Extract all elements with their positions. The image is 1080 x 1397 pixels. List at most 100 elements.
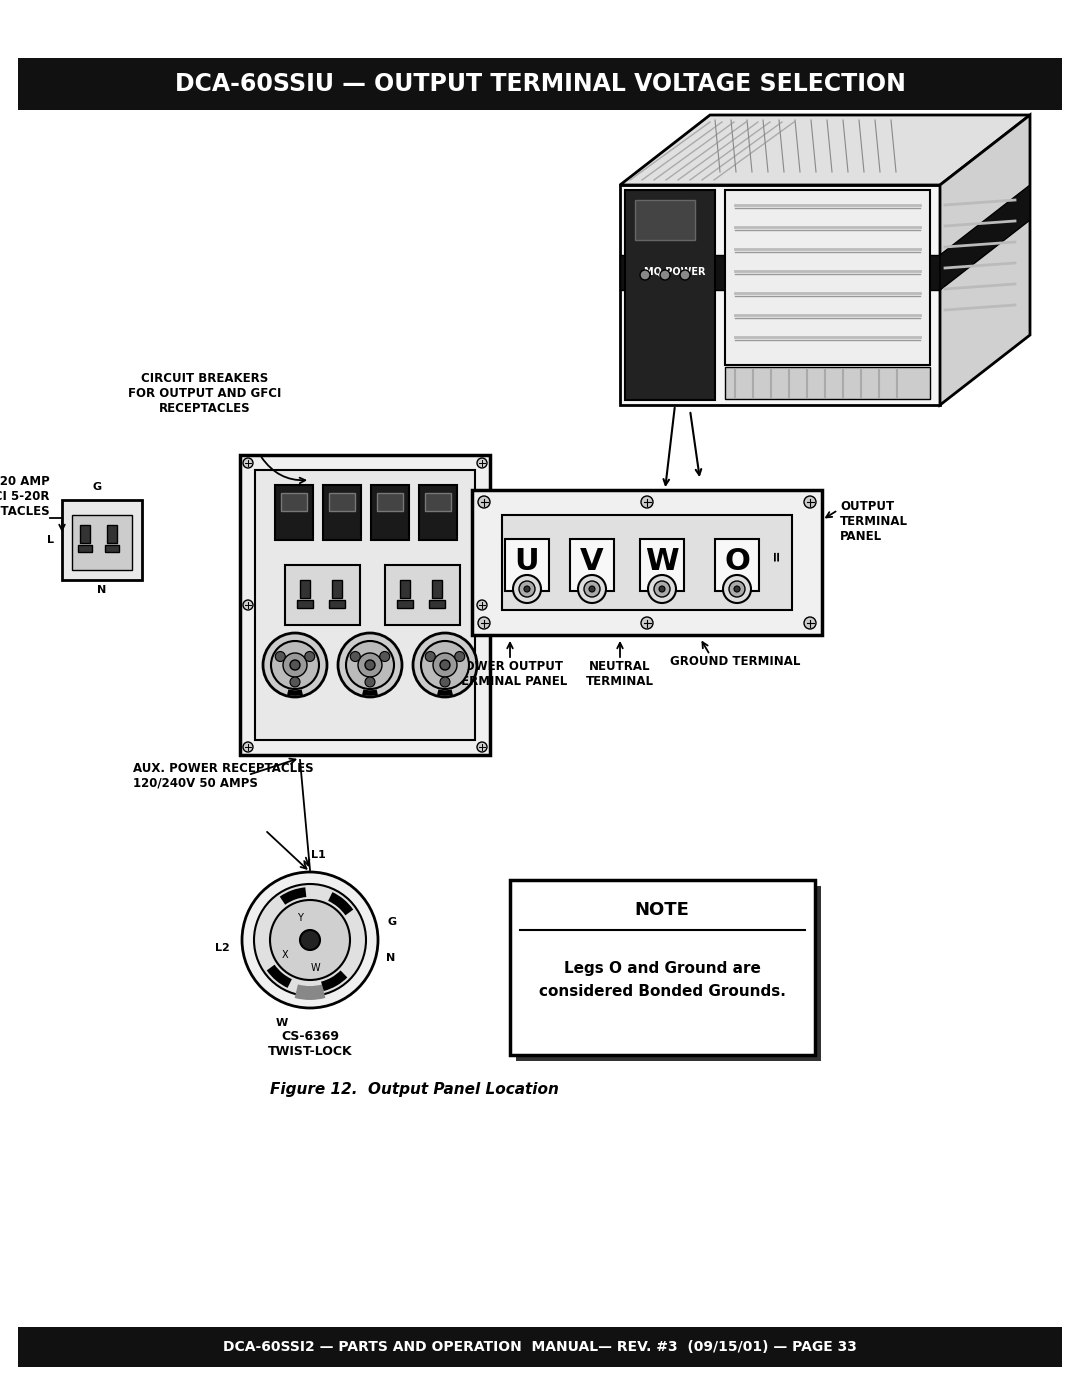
Circle shape: [270, 900, 350, 981]
Text: N: N: [97, 585, 107, 595]
Circle shape: [271, 641, 319, 689]
Circle shape: [477, 599, 487, 610]
Bar: [72, 515, 132, 570]
Bar: [323, 485, 361, 541]
Polygon shape: [940, 115, 1030, 405]
Bar: [275, 485, 313, 541]
Bar: [502, 515, 792, 610]
Bar: [620, 184, 940, 405]
Circle shape: [640, 270, 650, 279]
Bar: [570, 539, 615, 591]
Bar: [397, 599, 413, 608]
Circle shape: [243, 742, 253, 752]
Text: DCA-60SSI2 — PARTS AND OPERATION  MANUAL— REV. #3  (09/15/01) — PAGE 33: DCA-60SSI2 — PARTS AND OPERATION MANUAL—…: [224, 1340, 856, 1354]
Circle shape: [642, 617, 653, 629]
Circle shape: [242, 872, 378, 1009]
Text: AUX. POWER RECEPTACLES
120/240V 50 AMPS: AUX. POWER RECEPTACLES 120/240V 50 AMPS: [133, 761, 313, 789]
Bar: [62, 500, 141, 580]
Text: Legs O and Ground are
considered Bonded Grounds.: Legs O and Ground are considered Bonded …: [539, 961, 785, 999]
Text: G: G: [388, 916, 397, 928]
Bar: [80, 525, 90, 543]
Bar: [78, 545, 92, 552]
Circle shape: [642, 496, 653, 509]
Bar: [18, 59, 1062, 110]
Bar: [240, 455, 490, 754]
Bar: [18, 1327, 1062, 1368]
Bar: [715, 539, 759, 591]
Text: CS-6369
TWIST-LOCK: CS-6369 TWIST-LOCK: [268, 1030, 352, 1058]
Bar: [620, 256, 940, 291]
Circle shape: [264, 633, 327, 697]
Circle shape: [426, 651, 435, 662]
Bar: [725, 190, 930, 365]
Bar: [516, 886, 821, 1060]
Circle shape: [659, 585, 665, 592]
Text: O: O: [724, 548, 750, 577]
Text: X: X: [282, 950, 288, 960]
Circle shape: [413, 633, 477, 697]
Circle shape: [380, 651, 390, 662]
Circle shape: [455, 651, 464, 662]
Polygon shape: [940, 184, 1030, 291]
Text: 120 VAC 20 AMP
GFCI 5-20R
RECEPTACLES: 120 VAC 20 AMP GFCI 5-20R RECEPTACLES: [0, 475, 50, 518]
Circle shape: [660, 270, 670, 279]
Text: W: W: [310, 963, 320, 972]
Circle shape: [305, 651, 314, 662]
Circle shape: [654, 581, 670, 597]
Bar: [472, 490, 822, 636]
Text: MQ POWER: MQ POWER: [645, 267, 705, 277]
Bar: [400, 580, 410, 598]
Text: CIRCUIT BREAKERS
FOR OUTPUT AND GFCI
RECEPTACLES: CIRCUIT BREAKERS FOR OUTPUT AND GFCI REC…: [129, 372, 282, 415]
Bar: [377, 493, 403, 511]
Text: DCA-60SSIU — OUTPUT TERMINAL VOLTAGE SELECTION: DCA-60SSIU — OUTPUT TERMINAL VOLTAGE SEL…: [175, 73, 905, 96]
Text: V: V: [580, 548, 604, 577]
Text: N: N: [386, 953, 395, 963]
Circle shape: [648, 576, 676, 604]
Bar: [419, 485, 457, 541]
Circle shape: [338, 633, 402, 697]
Circle shape: [291, 678, 300, 687]
Text: =: =: [770, 549, 784, 560]
Circle shape: [804, 617, 816, 629]
Circle shape: [734, 585, 740, 592]
Bar: [281, 493, 307, 511]
Circle shape: [346, 641, 394, 689]
Bar: [432, 580, 442, 598]
Bar: [510, 880, 815, 1055]
Circle shape: [300, 930, 320, 950]
Bar: [725, 367, 930, 400]
Text: L2: L2: [215, 943, 230, 953]
Text: NEUTRAL
TERMINAL: NEUTRAL TERMINAL: [586, 659, 654, 687]
Bar: [635, 200, 696, 240]
Circle shape: [291, 659, 300, 671]
Text: U: U: [515, 548, 539, 577]
Circle shape: [723, 576, 751, 604]
Circle shape: [519, 581, 535, 597]
Text: POWER OUTPUT
TERMINAL PANEL: POWER OUTPUT TERMINAL PANEL: [453, 659, 567, 687]
Bar: [625, 190, 715, 400]
Bar: [285, 564, 360, 624]
Polygon shape: [620, 115, 1030, 184]
Circle shape: [524, 585, 530, 592]
Circle shape: [275, 651, 285, 662]
Bar: [640, 539, 684, 591]
Circle shape: [433, 652, 457, 678]
Text: Y: Y: [297, 914, 302, 923]
Bar: [255, 469, 475, 740]
Bar: [105, 545, 119, 552]
Text: NOTE: NOTE: [635, 901, 689, 919]
Circle shape: [243, 458, 253, 468]
Circle shape: [680, 270, 690, 279]
Circle shape: [440, 659, 450, 671]
Circle shape: [243, 599, 253, 610]
Circle shape: [729, 581, 745, 597]
Bar: [329, 493, 355, 511]
Bar: [426, 493, 451, 511]
Text: Figure 12.  Output Panel Location: Figure 12. Output Panel Location: [270, 1083, 558, 1097]
Bar: [107, 525, 117, 543]
Circle shape: [477, 742, 487, 752]
Text: W: W: [275, 1018, 288, 1028]
Bar: [329, 599, 345, 608]
Circle shape: [578, 576, 606, 604]
Circle shape: [477, 458, 487, 468]
